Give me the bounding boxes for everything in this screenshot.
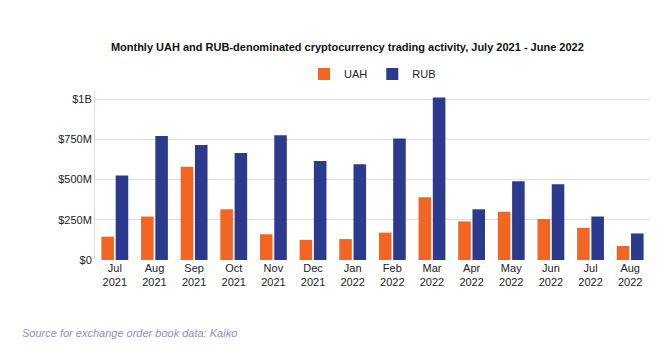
svg-text:Jan2022: Jan2022 xyxy=(340,262,364,288)
svg-text:$750M: $750M xyxy=(58,133,92,145)
svg-text:May2022: May2022 xyxy=(499,262,523,288)
svg-text:Monthly UAH and RUB-denominate: Monthly UAH and RUB-denominated cryptocu… xyxy=(111,41,584,53)
svg-text:Mar2022: Mar2022 xyxy=(420,262,444,288)
svg-text:Aug2021: Aug2021 xyxy=(142,262,166,288)
svg-text:Jul2021: Jul2021 xyxy=(103,262,127,288)
svg-text:Source for exchange order book: Source for exchange order book data: Kai… xyxy=(22,327,237,339)
svg-text:RUB: RUB xyxy=(412,68,435,80)
svg-text:$1B: $1B xyxy=(72,93,92,105)
svg-text:$500M: $500M xyxy=(58,173,92,185)
svg-text:Aug2022: Aug2022 xyxy=(618,262,642,288)
svg-text:UAH: UAH xyxy=(344,68,367,80)
svg-text:Apr2022: Apr2022 xyxy=(459,262,483,288)
svg-text:Nov2021: Nov2021 xyxy=(261,262,285,288)
svg-text:Jul2022: Jul2022 xyxy=(578,262,602,288)
svg-text:Feb2022: Feb2022 xyxy=(380,262,404,288)
svg-text:Sep2021: Sep2021 xyxy=(182,262,206,288)
svg-text:$0: $0 xyxy=(80,254,92,266)
svg-text:Jun2022: Jun2022 xyxy=(539,262,563,288)
svg-text:$250M: $250M xyxy=(58,214,92,226)
svg-text:Oct2021: Oct2021 xyxy=(222,262,246,288)
svg-text:Dec2021: Dec2021 xyxy=(301,262,325,288)
